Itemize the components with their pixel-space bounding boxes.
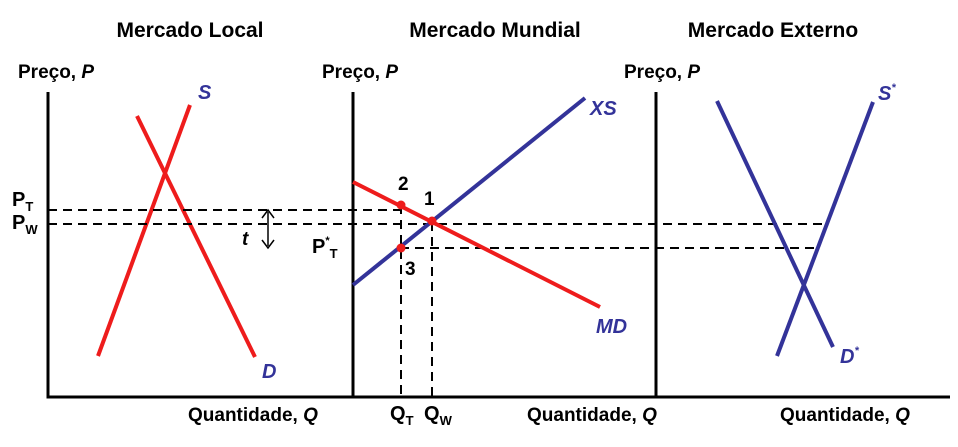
point-3-marker [396,243,406,253]
local-market-panel: Preço, P Quantidade, Q S D [18,62,353,426]
local-y-axis-label: Preço, P [18,62,94,83]
qw-label: QW [424,403,453,428]
local-axes [46,92,353,399]
point-2-marker [396,200,406,210]
foreign-y-axis-label: Preço, P [624,62,700,83]
tariff-label: t [242,229,249,250]
local-x-axis-label: Quantidade, Q [188,405,318,426]
world-market-panel: Preço, P Quantidade, Q XS MD 2 1 3 P*T Q… [312,62,658,428]
local-demand-curve [135,115,257,358]
price-pw-label: PW [12,212,38,237]
local-market-title: Mercado Local [116,19,263,42]
import-demand-curve [352,180,601,309]
point-2-label: 2 [398,174,409,195]
price-pstar-label: P*T [312,235,338,261]
foreign-demand-label: D* [840,345,859,368]
foreign-x-axis-label: Quantidade, Q [780,405,910,426]
point-3-label: 3 [405,259,416,280]
foreign-supply-label: S* [878,82,896,105]
qt-label: QT [390,403,414,428]
local-supply-label: S [198,82,212,104]
foreign-axes [654,92,950,399]
export-supply-curve [351,96,587,287]
price-pt-label: PT [12,189,33,214]
local-supply-curve [96,104,192,357]
export-supply-label: XS [589,98,617,120]
tariff-double-arrow [261,208,275,250]
foreign-market-title: Mercado Externo [688,19,858,42]
foreign-market-panel: Preço, P Quantidade, Q S* D* [624,62,950,426]
world-market-title: Mercado Mundial [409,19,581,42]
point-1-marker [427,216,437,226]
point-1-label: 1 [424,189,435,210]
world-y-axis-label: Preço, P [322,62,398,83]
foreign-supply-curve [775,101,875,357]
foreign-demand-curve [715,100,835,348]
local-demand-label: D [262,361,276,383]
world-axes [351,92,658,399]
import-demand-label: MD [596,316,627,338]
world-x-axis-label: Quantidade, Q [527,405,657,426]
